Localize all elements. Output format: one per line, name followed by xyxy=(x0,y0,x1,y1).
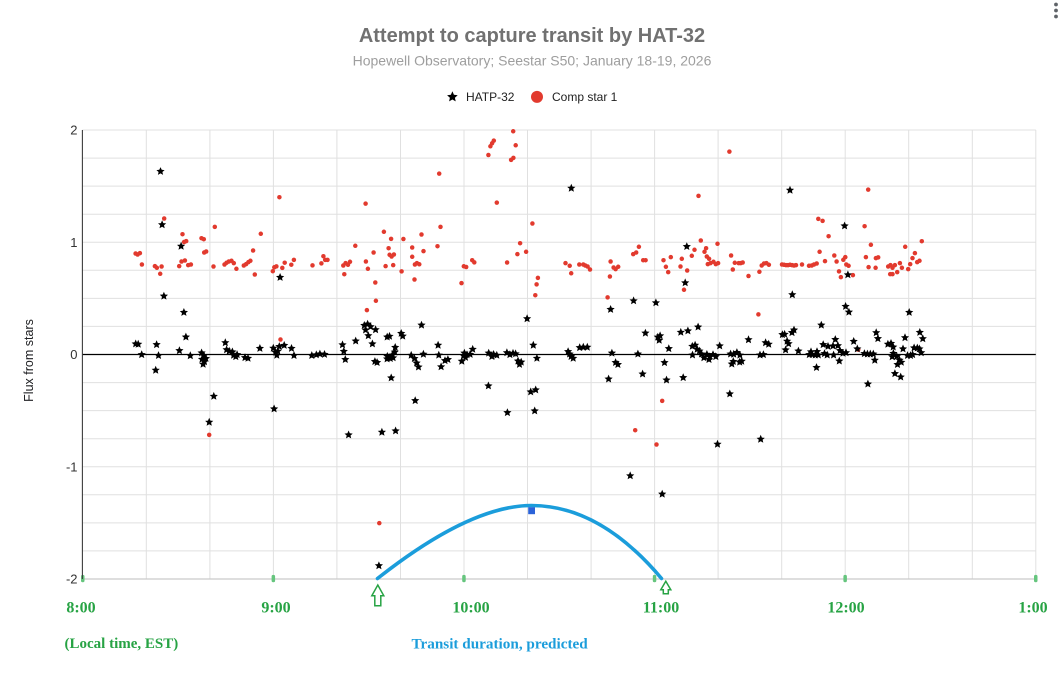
svg-text:Transit duration, predicted: Transit duration, predicted xyxy=(412,635,589,652)
svg-text:10:00: 10:00 xyxy=(452,600,489,617)
svg-text:2: 2 xyxy=(70,123,77,138)
svg-text:9:00: 9:00 xyxy=(261,600,290,617)
svg-text:8:00: 8:00 xyxy=(66,600,95,617)
svg-text:Hopewell Observatory; Seestar: Hopewell Observatory; Seestar S50; Janua… xyxy=(353,53,712,69)
svg-text:-2: -2 xyxy=(66,572,78,587)
svg-text:0: 0 xyxy=(70,347,77,362)
svg-text:11:00: 11:00 xyxy=(643,600,679,617)
svg-text:1: 1 xyxy=(70,235,77,250)
svg-text:-1: -1 xyxy=(66,459,78,474)
svg-text:Comp star 1: Comp star 1 xyxy=(552,90,618,104)
svg-text:(Local time, EST): (Local time, EST) xyxy=(65,636,179,652)
svg-text:Flux from stars: Flux from stars xyxy=(22,319,36,402)
svg-text:1:00: 1:00 xyxy=(1018,600,1047,617)
svg-text:Attempt to capture transit by: Attempt to capture transit by HAT-32 xyxy=(359,25,705,47)
svg-text:12:00: 12:00 xyxy=(827,600,864,617)
svg-text:HATP-32: HATP-32 xyxy=(466,90,515,104)
